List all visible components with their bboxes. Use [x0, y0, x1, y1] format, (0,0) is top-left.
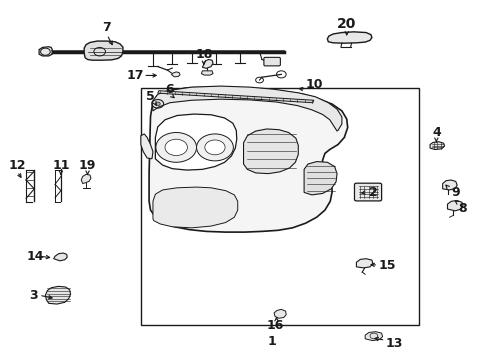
Polygon shape — [155, 114, 237, 170]
Polygon shape — [274, 309, 286, 318]
Circle shape — [205, 140, 225, 155]
Polygon shape — [81, 174, 91, 184]
Text: 1: 1 — [267, 335, 276, 348]
Polygon shape — [447, 201, 463, 211]
Polygon shape — [53, 253, 67, 261]
Text: 13: 13 — [386, 337, 403, 350]
FancyBboxPatch shape — [354, 183, 382, 201]
Polygon shape — [430, 142, 444, 149]
Polygon shape — [153, 187, 238, 228]
Text: 5: 5 — [146, 90, 155, 103]
Polygon shape — [172, 72, 180, 77]
Text: 11: 11 — [52, 159, 70, 172]
Text: 14: 14 — [27, 250, 45, 263]
Polygon shape — [152, 86, 342, 131]
Text: 16: 16 — [267, 319, 284, 332]
Polygon shape — [244, 129, 298, 174]
Polygon shape — [327, 32, 372, 43]
Polygon shape — [365, 332, 383, 341]
Circle shape — [156, 132, 196, 162]
Text: 8: 8 — [459, 202, 467, 215]
Text: 12: 12 — [8, 159, 26, 172]
Text: 7: 7 — [102, 21, 111, 34]
Polygon shape — [442, 180, 457, 190]
Text: 3: 3 — [29, 289, 38, 302]
Circle shape — [196, 134, 233, 161]
Polygon shape — [356, 259, 373, 268]
Polygon shape — [202, 59, 213, 68]
Text: 15: 15 — [378, 258, 396, 271]
Text: 2: 2 — [368, 186, 377, 199]
Text: 19: 19 — [79, 159, 96, 172]
Text: 20: 20 — [337, 17, 356, 31]
Text: 6: 6 — [165, 83, 173, 96]
Polygon shape — [84, 41, 123, 60]
Bar — [141, 88, 419, 325]
Polygon shape — [158, 91, 314, 103]
Polygon shape — [39, 47, 52, 56]
Polygon shape — [304, 162, 337, 195]
Polygon shape — [201, 71, 213, 75]
Text: 9: 9 — [451, 186, 460, 199]
FancyBboxPatch shape — [264, 57, 280, 66]
Polygon shape — [46, 286, 71, 304]
Text: 4: 4 — [432, 126, 441, 139]
Circle shape — [165, 139, 187, 156]
Polygon shape — [149, 87, 348, 232]
Polygon shape — [141, 134, 153, 159]
Text: 17: 17 — [126, 69, 144, 82]
Text: 18: 18 — [195, 48, 213, 61]
Text: 10: 10 — [306, 78, 323, 91]
Circle shape — [155, 102, 160, 105]
